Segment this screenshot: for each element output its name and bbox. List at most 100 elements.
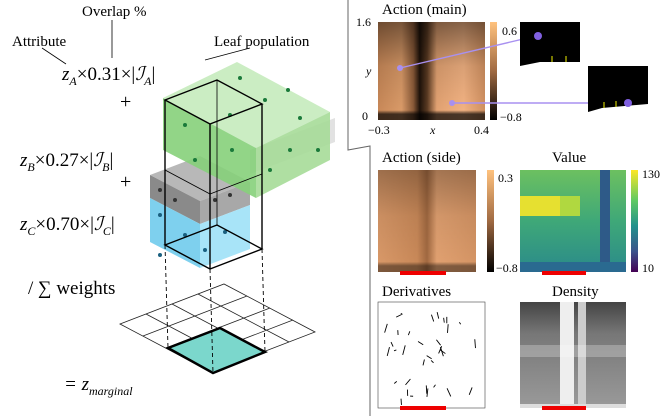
quiver-arrow	[426, 355, 432, 360]
formula-term: zC×0.70×|ℐC|	[19, 214, 115, 238]
heatmap-patch	[560, 302, 574, 408]
quiver-arrow	[384, 323, 388, 333]
variable: z	[61, 64, 70, 85]
colorbar-label: 10	[642, 261, 654, 275]
quiver-arrow	[417, 341, 424, 346]
quiver-arrow	[431, 314, 435, 322]
heatmap	[520, 170, 626, 272]
leaf-point	[286, 88, 290, 92]
heatmap-shade	[378, 22, 485, 120]
quiver-arrow	[436, 339, 441, 346]
x-axis-label: x	[429, 123, 436, 137]
panel-title: Value	[552, 150, 586, 166]
range-bar	[542, 271, 586, 275]
annotation: Leaf population	[214, 34, 310, 50]
quiver-frame	[377, 301, 486, 409]
annotation-pointers	[41, 20, 251, 65]
quiver-arrow	[402, 345, 406, 356]
heatmap-patch	[578, 302, 586, 408]
subscript: C	[27, 224, 36, 238]
quiver-arrow	[433, 384, 436, 388]
y-tick-label: 1.6	[356, 15, 371, 29]
projection-lines	[164, 244, 266, 374]
leaf-point	[238, 76, 242, 80]
heatmap-patch	[600, 170, 610, 272]
quiver-arrow	[430, 360, 434, 364]
quiver-arrow	[426, 388, 429, 397]
state-point	[397, 65, 403, 71]
quiver-arrow	[395, 314, 402, 318]
heatmap-patch	[520, 262, 626, 272]
leaf-point	[203, 248, 207, 252]
x-tick-label: 0.4	[474, 123, 489, 137]
leaf-point	[183, 123, 187, 127]
range-bar	[400, 406, 446, 410]
state-point	[449, 100, 455, 106]
result-sub: marginal	[89, 384, 133, 398]
colorbar	[487, 170, 494, 272]
leaf-point	[298, 116, 302, 120]
bar: |	[152, 64, 156, 85]
annotation: Attribute	[12, 34, 66, 50]
leaf-point	[158, 188, 162, 192]
leaf-point	[230, 148, 234, 152]
formula-term: zA×0.31×|ℐA|	[61, 64, 155, 88]
weight: ×0.31×|	[77, 64, 135, 85]
panel-title: Derivatives	[382, 284, 451, 300]
operator: +	[120, 171, 131, 193]
heatmap-patch	[560, 196, 580, 216]
panel-title: Density	[552, 284, 599, 300]
colorbar-label: −0.8	[496, 261, 518, 275]
leaf-point	[228, 193, 232, 197]
subscript: C	[103, 224, 112, 238]
quiver-arrow	[446, 388, 452, 397]
subscript: A	[68, 74, 77, 88]
subscript: B	[27, 160, 35, 174]
colorbar	[490, 22, 497, 120]
leaf-point	[158, 253, 162, 257]
quiver-arrow	[436, 312, 440, 319]
quiver-arrow	[386, 346, 390, 357]
y-axis-label: y	[365, 64, 372, 78]
leaf-point	[316, 148, 320, 152]
heatmap-patch	[520, 345, 626, 357]
heatmap-shade	[378, 170, 476, 272]
leaf-point	[183, 233, 187, 237]
leaf-point	[213, 198, 217, 202]
annotation: Overlap %	[82, 4, 147, 20]
leaf-point	[158, 213, 162, 217]
result: = zmarginal	[64, 374, 133, 398]
range-bar	[542, 406, 586, 410]
normalizer: / ∑ weights	[28, 278, 115, 299]
separator	[347, 0, 371, 416]
weight: ×0.70×|	[35, 214, 93, 235]
thumbnail	[520, 22, 580, 78]
quiver-arrow	[439, 349, 446, 354]
leaf-point	[288, 148, 292, 152]
leaf-point	[268, 168, 272, 172]
colorbar-label: 130	[642, 167, 660, 181]
y-tick-label: 0	[362, 109, 368, 123]
subscript: B	[102, 160, 110, 174]
leaf-point	[223, 230, 227, 234]
quiver-arrow	[422, 359, 425, 366]
quiver-arrow	[468, 387, 473, 396]
bar: |	[111, 214, 115, 235]
quiver-arrow	[400, 312, 403, 315]
variable: z	[19, 150, 28, 171]
heatmap-patch	[520, 196, 560, 216]
quiver-arrow	[407, 331, 411, 336]
panel-title: Action (side)	[382, 150, 461, 166]
range-bar	[400, 271, 446, 275]
x-tick-label: −0.3	[368, 123, 390, 137]
variable: z	[19, 214, 28, 235]
thumbnail	[588, 66, 648, 122]
quiver-arrow	[447, 324, 449, 333]
weight: ×0.27×|	[35, 150, 93, 171]
leaf-point	[173, 198, 177, 202]
quiver-arrow	[474, 339, 476, 349]
quiver	[384, 312, 476, 405]
quiver-arrow	[393, 381, 398, 384]
quiver-arrow	[405, 378, 411, 386]
